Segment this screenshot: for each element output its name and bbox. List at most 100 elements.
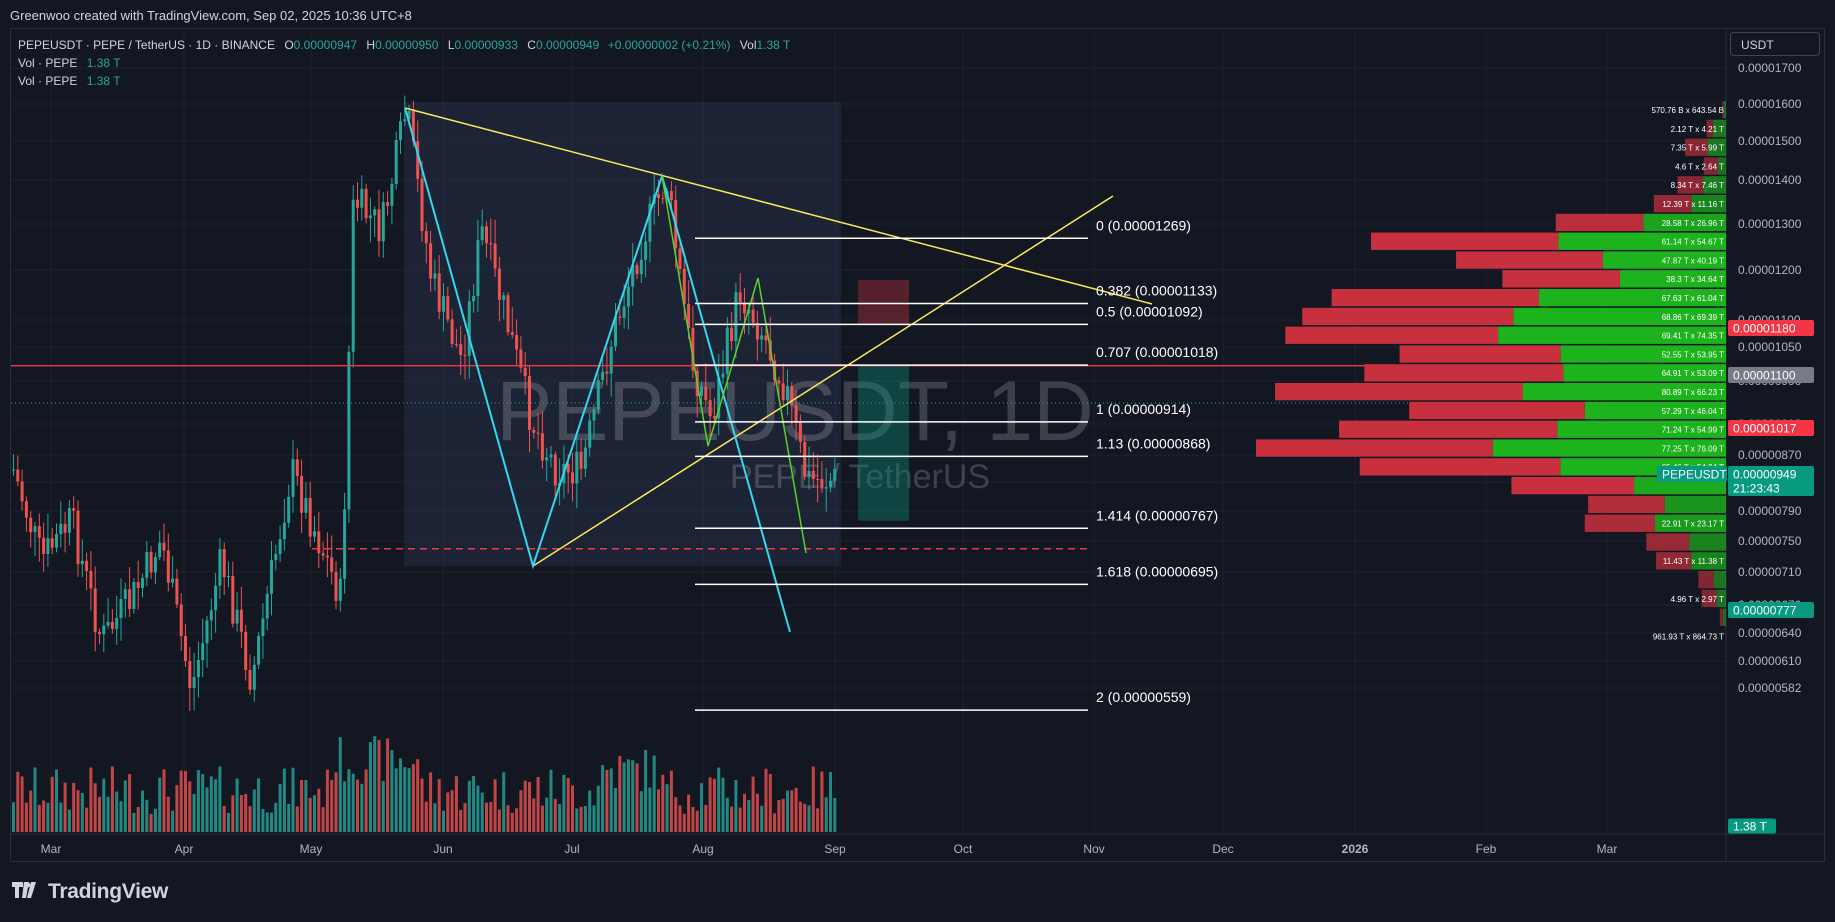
price-axis-label: 0.00000790: [1738, 504, 1802, 518]
volume-bar: [381, 780, 385, 832]
candle-body: [833, 468, 837, 481]
candle-body: [566, 463, 570, 473]
candle: [433, 259, 437, 291]
candle-body: [338, 578, 342, 601]
currency-selector[interactable]: USDT: [1730, 32, 1820, 56]
candle: [227, 561, 230, 588]
volume-bar: [424, 801, 428, 832]
volume-profile-up-bar: [1538, 289, 1726, 307]
symbol-title[interactable]: PEPEUSDT · PEPE / TetherUS · 1D · BINANC…: [18, 38, 275, 52]
candle: [175, 568, 179, 609]
price-tag-label: PEPEUSDT: [1662, 468, 1727, 482]
volume-bar: [450, 790, 454, 832]
volume-bar: [377, 740, 381, 832]
candle-body: [549, 454, 553, 458]
candle-body: [411, 110, 415, 142]
volume-bar: [196, 770, 200, 832]
candle: [704, 363, 708, 407]
volume-profile-label: 8.34 T x 7.46 T: [1671, 181, 1724, 190]
candle: [725, 317, 729, 390]
volume-bar: [390, 750, 394, 832]
volume-bar: [218, 766, 222, 832]
candle-body: [657, 194, 660, 199]
volume-bar: [648, 787, 652, 832]
candle: [579, 439, 583, 481]
candle-body: [72, 508, 76, 511]
volume-indicator-row[interactable]: Vol · PEPE 1.38 T: [18, 72, 790, 90]
volume-bar: [110, 766, 114, 832]
volume-bar: [476, 785, 480, 832]
volume-bar: [433, 803, 437, 832]
candle: [824, 468, 828, 512]
candle-body: [588, 420, 592, 448]
volume-indicator-value: 1.38 T: [86, 74, 121, 88]
price-tag-label: 0.00001180: [1733, 322, 1796, 336]
candle-body: [639, 259, 643, 275]
candle-body: [132, 581, 136, 609]
time-axis-label: May: [300, 842, 323, 856]
candle-body: [635, 265, 639, 275]
candle-body: [317, 531, 321, 554]
volume-profile-up-bar: [1713, 119, 1726, 138]
volume-bar: [429, 772, 433, 832]
candle: [239, 586, 243, 648]
volume-profile-down-bar: [1653, 195, 1692, 213]
volume-bar: [493, 779, 497, 832]
volume-bar: [657, 789, 660, 832]
candle-body: [192, 677, 196, 688]
volume-indicator-row[interactable]: Vol · PEPE 1.38 T: [18, 54, 790, 72]
volume-bar: [300, 780, 304, 832]
volume-bar: [29, 790, 33, 832]
low-value: 0.00000933: [454, 38, 518, 52]
candle: [244, 624, 248, 681]
candle: [24, 496, 28, 532]
candle-body: [227, 576, 230, 578]
volume-profile-up-bar: [1654, 514, 1726, 532]
candle-body: [459, 344, 463, 356]
volume-bar: [46, 802, 50, 832]
candle-body: [622, 306, 626, 318]
volume-bar: [618, 756, 622, 832]
volume-profile-down-bar: [1555, 213, 1644, 232]
descending-trendline: [404, 107, 1153, 305]
candle: [347, 345, 351, 523]
candle-body: [145, 551, 149, 578]
price-tag-label: 0.00000949: [1733, 468, 1797, 482]
volume-bar: [506, 805, 510, 832]
high-label: H: [366, 38, 376, 52]
candle: [536, 413, 540, 450]
candle-body: [257, 635, 261, 665]
fib-level-label: 2 (0.00000559): [1096, 689, 1191, 705]
candle-body: [377, 209, 381, 242]
candle-body: [252, 664, 256, 690]
candle: [515, 319, 519, 366]
volume-bar: [102, 778, 106, 832]
candle-body: [300, 475, 304, 513]
volume-bar: [136, 807, 140, 832]
candle: [738, 273, 742, 321]
tradingview-logo[interactable]: TradingView: [12, 880, 168, 904]
volume-profile-down-bar: [1719, 608, 1723, 626]
candle: [205, 615, 209, 668]
candle-body: [476, 240, 480, 297]
candle: [635, 262, 639, 280]
volume-profile: 570.76 B x 643.54 B 2.12 T x 4.21 T 7.35 T…: [1256, 101, 1726, 641]
volume-profile-label: 4.96 T x 2.97 T: [1671, 595, 1724, 604]
candle: [442, 283, 445, 332]
change-value: +0.00000002 (+0.21%): [607, 38, 731, 52]
candle-body: [403, 119, 407, 122]
candle-body: [497, 268, 501, 300]
candle: [648, 196, 652, 263]
candle: [110, 609, 114, 634]
candle: [510, 307, 514, 339]
time-axis-label: Sep: [824, 842, 846, 856]
candle: [16, 455, 20, 487]
candle: [106, 597, 110, 629]
volume-bar: [545, 797, 549, 832]
volume-bar: [360, 783, 364, 832]
fibonacci-extension: 0 (0.00001269) 0.382 (0.00001133) 0.5 (0.0…: [695, 217, 1218, 711]
tradingview-logo-icon: [12, 880, 42, 904]
volume-bar: [833, 798, 837, 832]
volume-profile-up-bar: [1717, 157, 1726, 175]
